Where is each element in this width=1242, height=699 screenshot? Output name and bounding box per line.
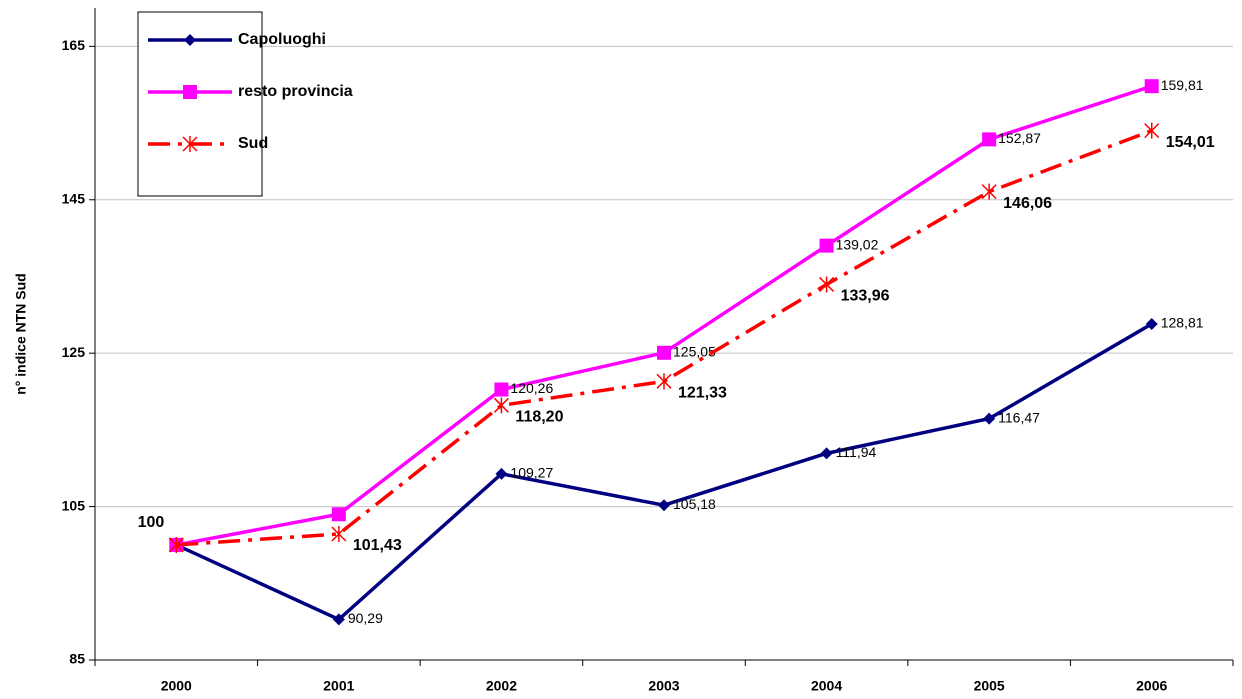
legend-label: Sud <box>238 135 268 152</box>
data-point <box>656 373 672 390</box>
data-label: 111,94 <box>836 444 877 460</box>
data-label: 101,43 <box>353 537 402 554</box>
data-label: 121,33 <box>678 385 727 402</box>
data-point <box>658 499 670 512</box>
y-tick-label: 85 <box>69 651 85 667</box>
y-axis-title: n° indice NTN Sud <box>13 273 29 395</box>
y-tick-label: 145 <box>62 190 86 206</box>
y-tick-label: 125 <box>62 344 86 360</box>
x-tick-label: 2006 <box>1136 678 1167 694</box>
y-tick-label: 165 <box>62 37 86 53</box>
data-point <box>495 467 508 480</box>
series-line <box>176 129 1153 547</box>
y-tick-label: 105 <box>62 497 86 513</box>
data-point <box>982 132 997 147</box>
data-label: 133,96 <box>841 288 890 305</box>
data-point <box>819 238 834 253</box>
data-label: 139,02 <box>836 236 879 252</box>
data-point <box>820 447 833 460</box>
data-label: 100 <box>138 514 165 531</box>
x-tick-label: 2002 <box>486 678 517 694</box>
data-label: 146,06 <box>1003 195 1052 212</box>
data-label: 128,81 <box>1161 315 1204 331</box>
x-tick-label: 2005 <box>974 678 1005 694</box>
data-point <box>983 412 996 425</box>
series-line <box>175 322 1153 622</box>
legend-marker <box>184 34 196 46</box>
data-label: 118,20 <box>515 409 563 426</box>
data-label: 154,01 <box>1166 134 1215 151</box>
data-label: 109,27 <box>510 465 553 481</box>
data-point <box>819 276 835 293</box>
x-tick-label: 2000 <box>161 678 192 694</box>
data-label: 159,81 <box>1161 77 1204 93</box>
series-line <box>175 84 1153 547</box>
data-label: 120,26 <box>510 380 553 396</box>
data-point <box>1145 317 1158 330</box>
data-point <box>332 613 345 626</box>
data-label: 125,05 <box>673 343 716 359</box>
data-point <box>331 525 347 542</box>
x-tick-label: 2001 <box>323 678 354 694</box>
data-point <box>657 345 671 360</box>
data-point <box>1144 122 1160 139</box>
x-tick-label: 2003 <box>648 678 679 694</box>
legend-label: Capoluoghi <box>238 31 326 48</box>
legend-box <box>137 11 263 197</box>
legend-marker <box>182 136 198 152</box>
data-label: 105,18 <box>673 496 716 512</box>
data-label: 152,87 <box>998 130 1041 146</box>
legend-label: resto provincia <box>238 83 353 100</box>
data-point <box>494 382 509 397</box>
data-point <box>168 536 184 553</box>
data-label: 90,29 <box>348 610 383 626</box>
x-tick-label: 2004 <box>811 678 842 694</box>
data-point <box>981 183 997 200</box>
data-point <box>331 507 346 522</box>
data-label: 116,47 <box>998 409 1040 425</box>
data-point <box>493 397 509 414</box>
data-point <box>1144 79 1159 94</box>
legend-marker <box>183 85 197 99</box>
